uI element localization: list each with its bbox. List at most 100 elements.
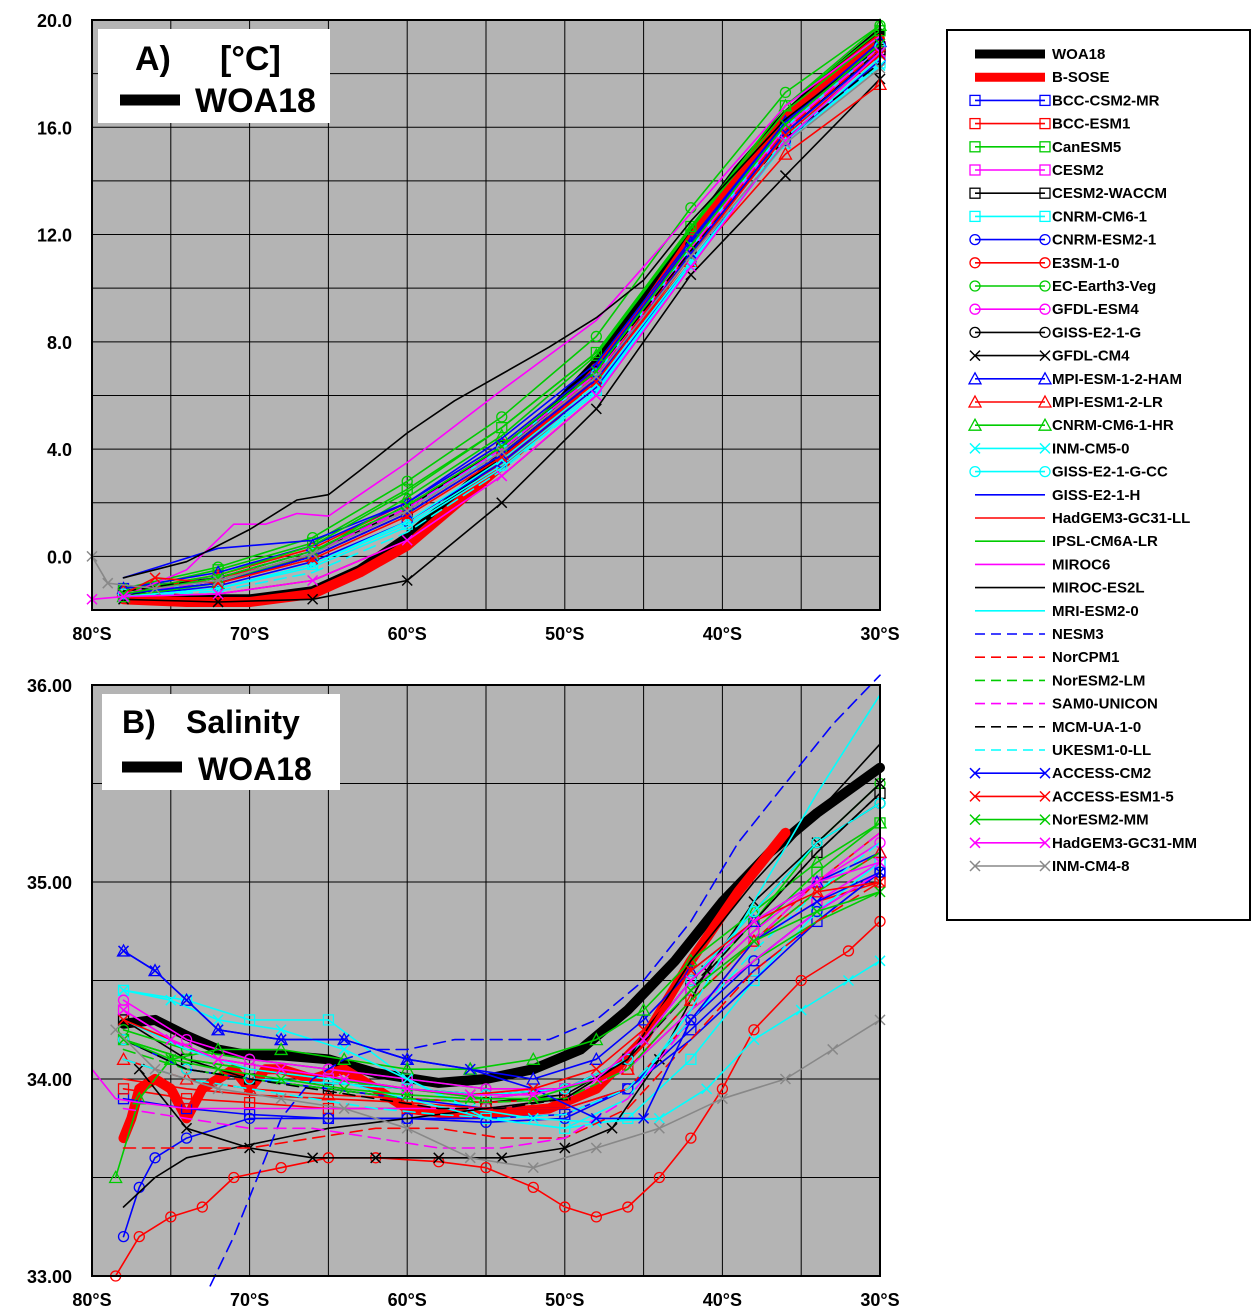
y-tick-label: 0.0	[47, 547, 72, 567]
legend-entry-cesm2-waccm: CESM2-WACCM	[969, 185, 1167, 202]
point-inm-cm5-0	[701, 1083, 713, 1095]
plot-frame	[91, 684, 881, 1277]
point-access-cm2	[212, 1024, 224, 1036]
legend-label: MPI-ESM-1-2-HAM	[1052, 371, 1182, 388]
legend-label: HadGEM3-GC31-MM	[1052, 835, 1197, 852]
point-cnrm-cm6-1-hr	[108, 1170, 123, 1184]
panel-a-reference-label: WOA18	[195, 82, 316, 120]
x-tick-label: 50°S	[545, 624, 584, 644]
point-inm-cm4-8	[149, 583, 161, 595]
point-inm-cm4-8	[653, 1122, 665, 1134]
point-cnrm-esm2-1	[117, 1230, 130, 1243]
legend-entry-miroc-es2l: MIROC-ES2L	[975, 580, 1145, 597]
legend-marker	[969, 164, 981, 176]
legend-entry-bcc-csm2-mr: BCC-CSM2-MR	[969, 92, 1160, 109]
legend-label: BCC-CSM2-MR	[1052, 92, 1160, 109]
point-hadgem3-gc31-mm	[811, 876, 823, 888]
legend-marker	[967, 394, 983, 408]
legend-marker	[1039, 767, 1051, 779]
point-inm-cm4-8	[527, 1162, 539, 1174]
legend-marker	[1039, 303, 1051, 315]
legend-label: GISS-E2-1-G-CC	[1052, 464, 1168, 481]
point-gfdl-cm4	[496, 497, 508, 509]
point-cnrm-esm2-1	[559, 1112, 571, 1125]
point-noresm2-mm	[685, 239, 697, 251]
point-access-cm2	[811, 896, 823, 908]
point-cnrm-cm6-1-hr	[683, 953, 698, 967]
point-cnrm-esm2-1	[149, 1152, 161, 1164]
y-tick-label: 20.0	[37, 11, 72, 31]
point-e3sm-1-0	[480, 1162, 492, 1174]
point-hadgem3-gc31-mm	[685, 974, 697, 987]
point-gfdl-cm4	[401, 574, 413, 587]
panel-a-label-box: A) [°C] WOA18	[98, 29, 330, 123]
point-bcc-csm2-mr	[243, 1108, 256, 1121]
legend-entry-gfdl-esm4: GFDL-ESM4	[969, 301, 1139, 318]
legend-marker	[969, 303, 981, 315]
legend-entry-norcpm1: NorCPM1	[975, 649, 1120, 666]
legend-entry-ec-earth3-veg: EC-Earth3-Veg	[969, 278, 1156, 295]
legend-entry-bcc-esm1: BCC-ESM1	[969, 116, 1130, 133]
point-inm-cm5-0	[653, 1112, 665, 1124]
panel-b-label-background	[102, 694, 340, 790]
series-ukesm1-0-ll	[122, 841, 881, 1120]
x-tick-label: 30°S	[860, 624, 899, 644]
point-mpi-esm-1-2-ham	[589, 1051, 604, 1065]
point-inm-cm5-0	[117, 984, 130, 996]
series-line-ec-earth3-veg	[122, 24, 881, 590]
point-inm-cm4-8	[590, 371, 602, 383]
point-cnrm-esm2-1	[180, 1132, 193, 1144]
point-access-cm2	[590, 1112, 602, 1124]
series-line-cnrm-esm2-1	[122, 871, 881, 1238]
legend-label: E3SM-1-0	[1052, 255, 1120, 272]
point-e3sm-1-0	[165, 1211, 177, 1223]
point-inm-cm4-8	[307, 548, 319, 560]
series-line-hadgem3-gc31-mm	[91, 51, 881, 601]
point-mpi-esm1-2-lr	[321, 1087, 336, 1101]
legend-entry-access-esm1-5: ACCESS-ESM1-5	[969, 788, 1174, 805]
point-hadgem3-gc31-mm	[212, 588, 224, 600]
legend-entry-cnrm-esm2-1: CNRM-ESM2-1	[969, 232, 1156, 249]
point-e3sm-1-0	[196, 1201, 208, 1213]
point-inm-cm5-0	[212, 1014, 224, 1026]
legend-marker	[969, 790, 981, 802]
legend-label: B-SOSE	[1052, 69, 1110, 86]
legend-label: NorESM2-LM	[1052, 672, 1145, 689]
series-inm-cm4-8	[110, 1014, 886, 1174]
legend-label: EC-Earth3-Veg	[1052, 278, 1156, 295]
panel-a-temperature: 80°S 70°S 60°S 50°S 40°S 30°S 0.0 4.0 8.0 12.0 16.…	[37, 11, 900, 644]
legend-marker	[1039, 94, 1051, 107]
point-gfdl-cm4	[307, 1152, 319, 1164]
point-inm-cm5-0	[401, 1073, 413, 1085]
series-noresm2-mm	[117, 38, 886, 600]
legend-label: CESM2-WACCM	[1052, 185, 1167, 202]
legend-entry-cesm2: CESM2	[969, 162, 1104, 179]
legend-marker	[1039, 790, 1051, 802]
point-mpi-esm-1-2-ham	[210, 1022, 226, 1036]
legend-entry-hadgem3-gc31-ll: HadGEM3-GC31-LL	[975, 510, 1190, 527]
x-tick-label: 40°S	[703, 1290, 742, 1310]
series-line-miroc6	[122, 35, 881, 598]
legend-entry-nesm3: NESM3	[975, 626, 1104, 643]
point-cnrm-cm6-1	[322, 1014, 335, 1026]
point-cnrm-cm6-1-hr	[636, 1002, 651, 1016]
legend-marker	[1039, 141, 1051, 153]
legend-marker	[969, 442, 981, 454]
point-cnrm-cm6-1-hr	[274, 1042, 289, 1056]
point-inm-cm5-0	[527, 1112, 539, 1124]
point-cnrm-esm2-1	[685, 1014, 697, 1026]
point-access-cm2	[117, 945, 130, 957]
point-hadgem3-gc31-mm	[527, 1089, 539, 1101]
point-noresm2-mm	[748, 935, 760, 947]
point-access-cm2	[496, 448, 508, 460]
point-mpi-esm1-2-lr	[620, 1061, 635, 1075]
series-miroc-es2l	[122, 743, 881, 1208]
x-tick-label: 60°S	[388, 1290, 427, 1310]
point-noresm2-mm	[165, 1053, 177, 1065]
point-cnrm-esm2-1	[322, 1112, 335, 1125]
point-access-cm2	[149, 965, 161, 977]
legend-label: BCC-ESM1	[1052, 116, 1130, 133]
point-mpi-esm-1-2-ham	[636, 1012, 651, 1026]
legend-label: GISS-E2-1-H	[1052, 487, 1140, 504]
legend-marker	[1037, 371, 1053, 385]
